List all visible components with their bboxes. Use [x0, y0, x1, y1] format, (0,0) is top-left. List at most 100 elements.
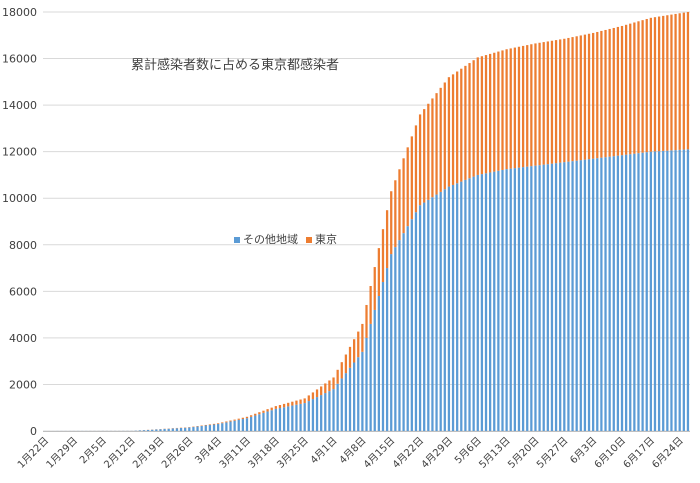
bar-tokyo: 3月10日 東京: 56 — [241, 417, 245, 420]
bar-other-regions: 3月17日 その他地域: 893 — [270, 410, 273, 431]
bar-other-regions: 6月15日 その他地域: 11957 — [641, 152, 644, 432]
bar-other-regions: 5月16日 その他地域: 11314 — [517, 167, 521, 431]
bar-other-regions: 4月5日 その他地域: 2714 — [348, 367, 352, 431]
bar-other-regions: 2月15日 その他地域: 36 — [142, 430, 146, 431]
bar-tokyo: 4月5日 東京: 900 — [348, 346, 352, 368]
bar-other-regions: 3月5日 その他地域: 336 — [221, 423, 224, 431]
bar-tokyo: 4月21日 東京: 3729 — [414, 125, 418, 213]
bar-other-regions: 6月20日 その他地域: 12033 — [662, 150, 665, 431]
y-tick-label: 2000 — [9, 378, 37, 391]
bar-other-regions: 5月2日 その他地域: 10714 — [460, 181, 463, 431]
bar-tokyo: 3月2日 東京: 26 — [208, 424, 212, 426]
bar-other-regions: 3月19日 その他地域: 986 — [278, 408, 282, 431]
bar-other-regions: 5月19日 その他地域: 11379 — [530, 166, 533, 431]
bar-other-regions: 5月9日 その他地域: 11107 — [489, 172, 492, 431]
bar-tokyo: 6月13日 東京: 5636 — [633, 22, 636, 154]
bar-tokyo: 4月30日 東京: 4750 — [451, 74, 455, 185]
bar-other-regions: 6月24日 その他地域: 12078 — [678, 149, 681, 431]
bar-tokyo: 4月16日 東京: 2871 — [394, 180, 397, 248]
bar-other-regions: 2月18日 その他地域: 67 — [155, 429, 158, 431]
bar-tokyo: 3月21日 東京: 154 — [287, 402, 290, 407]
bar-tokyo: 6月21日 東京: 5817 — [666, 15, 669, 151]
bar-other-regions: 4月15日 その他地域: 7600 — [390, 254, 393, 431]
bar-tokyo: 6月9日 東京: 5529 — [616, 26, 620, 156]
bar-tokyo: 4月29日 東京: 4700 — [447, 77, 451, 187]
bar-tokyo: 4月19日 東京: 3386 — [406, 147, 409, 227]
bar-tokyo: 4月11日 東京: 1843 — [373, 267, 376, 310]
bar-tokyo: 5月27日 東京: 5300 — [563, 38, 566, 163]
bar-tokyo: 4月13日 東京: 2271 — [381, 229, 385, 283]
bar-tokyo: 3月1日 東京: 24 — [204, 424, 207, 426]
bar-tokyo: 4月25日 東京: 4243 — [431, 98, 434, 198]
bar-tokyo: 5月30日 東京: 5343 — [575, 36, 578, 161]
x-tick-label: 3月25日 — [275, 435, 311, 471]
bar-tokyo: 3月27日 東京: 286 — [311, 392, 315, 400]
bar-tokyo: 3月17日 東京: 111 — [270, 407, 273, 411]
bar-other-regions: 5月21日 その他地域: 11421 — [538, 165, 541, 431]
bar-tokyo: 6月26日 東京: 5900 — [686, 12, 690, 150]
bar-tokyo: 3月11日 東京: 60 — [245, 416, 249, 419]
y-tick-label: 0 — [30, 425, 37, 438]
bar-other-regions: 4月22日 その他地域: 9700 — [418, 205, 422, 431]
bar-tokyo: 4月28日 東京: 4586 — [443, 82, 446, 190]
x-tick-label: 4月29日 — [419, 435, 455, 471]
bar-other-regions: 5月15日 その他地域: 11293 — [513, 168, 516, 431]
legend-swatch-tokyo — [306, 237, 312, 243]
bar-tokyo: 5月15日 東京: 5179 — [513, 47, 516, 169]
bar-tokyo: 3月22日 東京: 166 — [291, 401, 294, 406]
bar-other-regions: 6月12日 その他地域: 11893 — [629, 154, 632, 431]
bar-tokyo: 6月15日 東京: 5693 — [641, 20, 644, 153]
y-axis-ticks: 0 2000 4000 6000 8000 10000 12000 14000 16000 180… — [2, 6, 37, 438]
bar-other-regions: 3月8日 その他地域: 443 — [233, 420, 236, 431]
bar-other-regions: 3月10日 その他地域: 514 — [241, 419, 245, 431]
bar-tokyo: 6月7日 東京: 5486 — [608, 28, 611, 157]
bar-tokyo: 6月25日 東京: 5883 — [682, 12, 685, 150]
bar-other-regions: 2月29日 その他地域: 214 — [200, 426, 203, 431]
bar-tokyo: 3月30日 東京: 414 — [324, 383, 327, 394]
bar-tokyo: 4月14日 東京: 2486 — [385, 210, 389, 269]
bar-other-regions: 4月9日 その他地域: 4000 — [365, 337, 368, 431]
bar-other-regions: 3月18日 その他地域: 950 — [274, 408, 277, 431]
bar-tokyo: 3月19日 東京: 131 — [278, 405, 282, 409]
bar-other-regions: 6月26日 その他地域: 12100 — [686, 149, 690, 431]
bar-other-regions: 4月4日 その他地域: 2486 — [344, 373, 348, 431]
legend-swatch-other — [234, 237, 240, 243]
bar-other-regions: 5月6日 その他地域: 11000 — [476, 174, 479, 431]
bar-other-regions: 5月22日 その他地域: 11443 — [542, 164, 545, 431]
bar-tokyo: 3月3日 東京: 28 — [212, 423, 216, 425]
bar-other-regions: 6月22日 その他地域: 12056 — [670, 150, 673, 432]
bar-tokyo: 6月16日 東京: 5721 — [645, 18, 648, 153]
bar-other-regions: 4月12日 その他地域: 5800 — [377, 295, 380, 431]
bar-other-regions: 3月4日 その他地域: 300 — [217, 424, 220, 431]
bar-tokyo: 4月24日 東京: 4129 — [427, 103, 430, 200]
bar-other-regions: 6月6日 その他地域: 11764 — [604, 157, 607, 431]
bar-other-regions: 3月20日 その他地域: 1021 — [282, 407, 286, 431]
bar-other-regions: 3月25日 その他地域: 1200 — [303, 403, 306, 431]
bar-tokyo: 4月18日 東京: 3214 — [402, 158, 405, 234]
bar-other-regions: 5月24日 その他地域: 11486 — [550, 163, 554, 431]
bar-other-regions: 4月21日 その他地域: 9400 — [414, 212, 418, 431]
bar-tokyo: 4月22日 東京: 3900 — [418, 114, 422, 206]
bar-tokyo: 5月4日 東京: 4950 — [468, 63, 471, 179]
bar-other-regions: 4月7日 その他地域: 3171 — [357, 357, 360, 431]
x-tick-label: 1月29日 — [44, 435, 80, 471]
bar-tokyo: 5月24日 東京: 5279 — [550, 40, 554, 164]
bar-other-regions: 6月9日 その他地域: 11829 — [616, 155, 620, 431]
bar-other-regions: 3月29日 その他地域: 1543 — [320, 395, 323, 431]
bar-other-regions: 3月15日 その他地域: 779 — [262, 412, 265, 431]
bar-tokyo: 4月9日 東京: 1414 — [365, 304, 368, 338]
bar-tokyo: 3月25日 東京: 200 — [303, 398, 306, 404]
bar-other-regions: 5月12日 その他地域: 11214 — [501, 169, 504, 431]
bar-tokyo: 3月31日 東京: 457 — [328, 380, 331, 392]
bar-tokyo: 3月20日 東京: 143 — [282, 403, 286, 408]
bar-tokyo: 5月6日 東京: 5050 — [476, 57, 479, 175]
bar-tokyo: 5月25日 東京: 5286 — [554, 40, 558, 164]
bar-tokyo: 6月11日 東京: 5579 — [624, 24, 628, 155]
bar-other-regions: 2月19日 その他地域: 78 — [159, 429, 162, 431]
bar-tokyo: 3月18日 東京: 120 — [274, 406, 277, 409]
bar-tokyo: 5月14日 東京: 5164 — [509, 48, 512, 169]
bar-other-regions: 6月23日 その他地域: 12067 — [674, 150, 677, 432]
bar-other-regions: 2月23日 その他地域: 119 — [175, 428, 179, 431]
y-tick-label: 16000 — [2, 53, 37, 66]
